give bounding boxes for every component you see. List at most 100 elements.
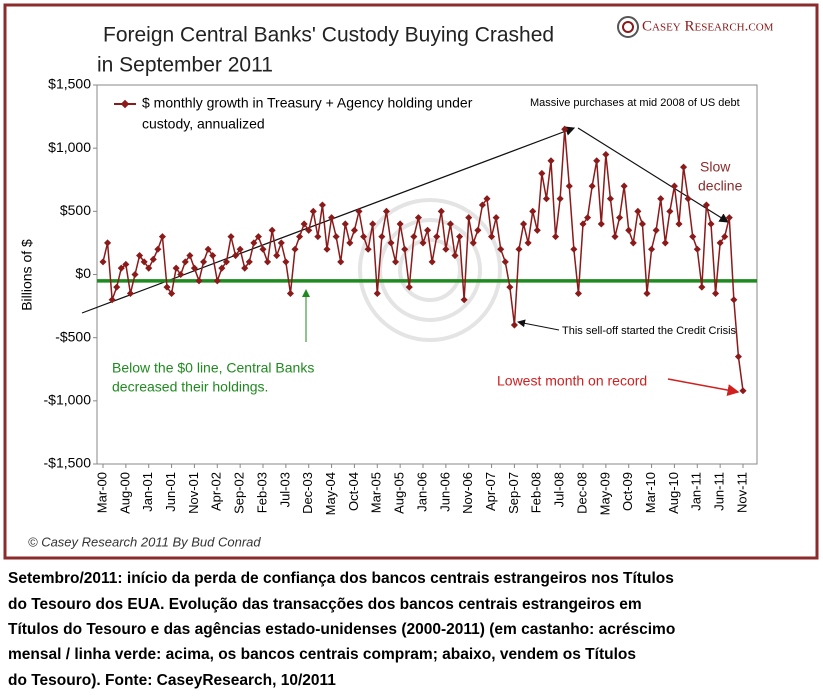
point (126, 289, 134, 297)
point (579, 220, 587, 228)
point (236, 245, 244, 253)
brand: Casey Research.com (642, 18, 774, 34)
point (648, 245, 656, 253)
point (314, 233, 322, 241)
point (661, 239, 669, 247)
point (296, 233, 304, 241)
point (584, 214, 592, 222)
point (154, 245, 162, 253)
point (734, 353, 742, 361)
point (611, 233, 619, 241)
point (277, 239, 285, 247)
point (556, 195, 564, 203)
point (405, 283, 413, 291)
point (190, 264, 198, 272)
point (149, 255, 157, 263)
x-tick-label: Oct-09 (620, 472, 635, 511)
point (200, 258, 208, 266)
point (533, 226, 541, 234)
point (620, 182, 628, 190)
point (606, 195, 614, 203)
point (181, 258, 189, 266)
annotation: decline (698, 178, 743, 194)
x-tick-label: Jun-01 (163, 472, 178, 512)
point (597, 220, 605, 228)
point (424, 226, 432, 234)
x-tick-label: Sep-02 (232, 472, 247, 514)
point (158, 233, 166, 241)
point (529, 207, 537, 215)
point (104, 239, 112, 247)
point (492, 214, 500, 222)
point (565, 182, 573, 190)
point (446, 220, 454, 228)
decline-arrow (577, 127, 730, 223)
point (460, 296, 468, 304)
caption-line: Títulos do Tesouro e das agências estado… (8, 621, 675, 638)
y-tick-label: $1,500 (48, 76, 91, 92)
legend-label: custody, annualized (142, 116, 265, 132)
caption-line: Setembro/2011: início da perda de confia… (8, 570, 674, 587)
chart-title: in September 2011 (97, 54, 273, 77)
point (396, 220, 404, 228)
point (241, 264, 249, 272)
point (419, 239, 427, 247)
caption-line: mensal / linha verde: acima, os bancos c… (8, 646, 636, 663)
x-tick-label: Nov-01 (186, 472, 201, 514)
point (245, 258, 253, 266)
point (625, 226, 633, 234)
point (360, 233, 368, 241)
caption-line: do Tesouro). Fonte: CaseyResearch, 10/20… (8, 672, 336, 689)
point (213, 277, 221, 285)
point (218, 264, 226, 272)
chart-title: Foreign Central Banks' Custody Buying Cr… (103, 24, 554, 47)
point (716, 239, 724, 247)
point (273, 252, 281, 260)
point (515, 245, 523, 253)
x-tick-label: Jan-11 (689, 472, 704, 511)
point (561, 125, 569, 133)
point (547, 157, 555, 165)
x-tick-label: Jul-08 (552, 472, 567, 507)
x-tick-label: Nov-06 (460, 472, 475, 514)
point (268, 226, 276, 234)
point (346, 239, 354, 247)
point (392, 258, 400, 266)
y-tick-label: -$500 (55, 328, 91, 344)
credit: © Casey Research 2011 By Bud Conrad (28, 534, 261, 549)
y-tick-label: $500 (60, 202, 91, 218)
point (300, 220, 308, 228)
point (707, 220, 715, 228)
x-tick-label: Jul-03 (277, 472, 292, 507)
x-tick-label: May-04 (323, 472, 338, 515)
y-tick-label: $0 (75, 265, 91, 281)
point (538, 169, 546, 177)
point (328, 214, 336, 222)
x-tick-label: Mar-10 (643, 472, 658, 513)
caption-line: do Tesouro dos EUA. Evolução das transac… (8, 596, 642, 613)
point (478, 201, 486, 209)
x-tick-label: Aug-00 (117, 472, 132, 514)
point (542, 195, 550, 203)
point (428, 258, 436, 266)
point (721, 233, 729, 241)
point (634, 207, 642, 215)
point (259, 245, 267, 253)
annotation: decreased their holdings. (112, 379, 268, 395)
x-tick-label: Dec-08 (574, 472, 589, 514)
annotation: Slow (700, 159, 731, 175)
point (204, 245, 212, 253)
point (264, 258, 272, 266)
selloff-arrow (517, 319, 560, 331)
point (698, 283, 706, 291)
point (602, 150, 610, 159)
point (414, 214, 422, 222)
point (332, 233, 340, 241)
x-tick-label: Mar-00 (94, 472, 109, 513)
point (474, 226, 482, 234)
point (442, 245, 450, 253)
y-tick-label: -$1,500 (44, 455, 92, 471)
point (437, 207, 445, 215)
point (552, 233, 560, 241)
